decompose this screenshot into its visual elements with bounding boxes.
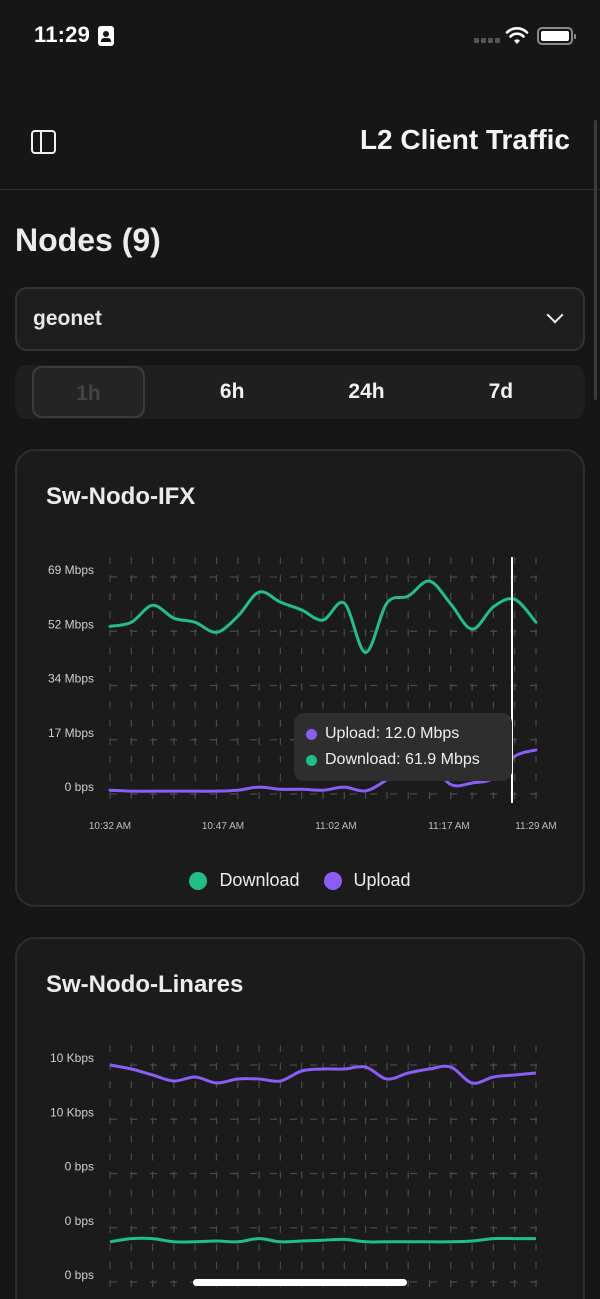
download-dot-icon <box>189 871 208 890</box>
tooltip-upload: Upload: 12.0 Mbps <box>325 725 460 742</box>
svg-text:0 bps: 0 bps <box>65 1160 94 1174</box>
home-indicator[interactable] <box>193 1279 407 1286</box>
svg-text:69 Mbps: 69 Mbps <box>48 563 94 577</box>
tab-24h[interactable]: 24h <box>348 380 385 403</box>
svg-text:11:02 AM: 11:02 AM <box>315 821 357 832</box>
id-card-icon <box>98 26 114 46</box>
node-card-sw-nodo-ifx: Sw-Nodo-IFX 69 Mbps 52 Mbps 34 Mbps 17 Mbps… <box>15 449 585 907</box>
page-title: Nodes (9) <box>15 222 161 258</box>
status-time: 11:29 <box>34 22 91 47</box>
upload-dot-icon <box>306 728 317 740</box>
legend-label: Download <box>219 870 300 890</box>
traffic-chart[interactable]: 10 Kbps 10 Kbps 0 bps 0 bps 0 bps <box>17 939 587 1299</box>
network-select-value: geonet <box>33 307 102 330</box>
svg-text:10 Kbps: 10 Kbps <box>50 1105 94 1119</box>
svg-text:11:17 AM: 11:17 AM <box>428 821 470 832</box>
battery-icon <box>537 27 576 45</box>
upload-dot-icon <box>323 871 342 890</box>
svg-text:10:32 AM: 10:32 AM <box>89 821 131 832</box>
scrollbar[interactable] <box>594 120 597 400</box>
svg-text:11:29 AM: 11:29 AM <box>515 821 557 832</box>
nav-bar: L2 Client Traffic <box>0 72 600 190</box>
svg-text:17 Mbps: 17 Mbps <box>48 726 94 740</box>
tab-6h[interactable]: 6h <box>219 380 245 403</box>
svg-text:0 bps: 0 bps <box>65 780 94 794</box>
svg-text:10:47 AM: 10:47 AM <box>202 821 244 832</box>
download-dot-icon <box>306 754 317 766</box>
chart-legend: Download Upload <box>17 870 583 891</box>
wifi-icon <box>505 27 529 44</box>
legend-item-upload[interactable]: Upload <box>323 870 411 891</box>
network-select[interactable]: geonet <box>15 287 585 351</box>
svg-text:34 Mbps: 34 Mbps <box>48 672 94 686</box>
card-title: Sw-Nodo-Linares <box>46 971 244 998</box>
traffic-chart[interactable]: 69 Mbps 52 Mbps 34 Mbps 17 Mbps 0 bps 10:32 A… <box>17 451 587 909</box>
main-content: Nodes (9) geonet 1h 6h 24h 7d Sw-Nodo-IF… <box>15 190 585 1299</box>
status-bar: 11:29 <box>0 0 600 72</box>
node-card-sw-nodo-linares: Sw-Nodo-Linares 10 Kbps 10 Kbps 0 bps 0 bps… <box>15 937 585 1299</box>
svg-text:52 Mbps: 52 Mbps <box>48 617 94 631</box>
nav-title: L2 Client Traffic <box>359 124 570 155</box>
time-range-tabs: 1h 6h 24h 7d <box>15 365 585 419</box>
chart-tooltip: Upload: 12.0 Mbps Download: 61.9 Mbps <box>294 713 512 781</box>
legend-label: Upload <box>353 870 411 890</box>
tab-7d[interactable]: 7d <box>488 380 514 403</box>
signal-icon <box>474 38 500 43</box>
legend-item-download[interactable]: Download <box>189 870 300 891</box>
card-title: Sw-Nodo-IFX <box>46 483 196 510</box>
chevron-down-icon <box>546 306 564 324</box>
tab-1h[interactable]: 1h <box>32 366 145 418</box>
svg-text:0 bps: 0 bps <box>65 1268 94 1282</box>
svg-text:0 bps: 0 bps <box>65 1214 94 1228</box>
sidebar-toggle-icon[interactable] <box>31 130 56 154</box>
tooltip-download: Download: 61.9 Mbps <box>325 751 480 768</box>
svg-text:10 Kbps: 10 Kbps <box>50 1051 94 1065</box>
